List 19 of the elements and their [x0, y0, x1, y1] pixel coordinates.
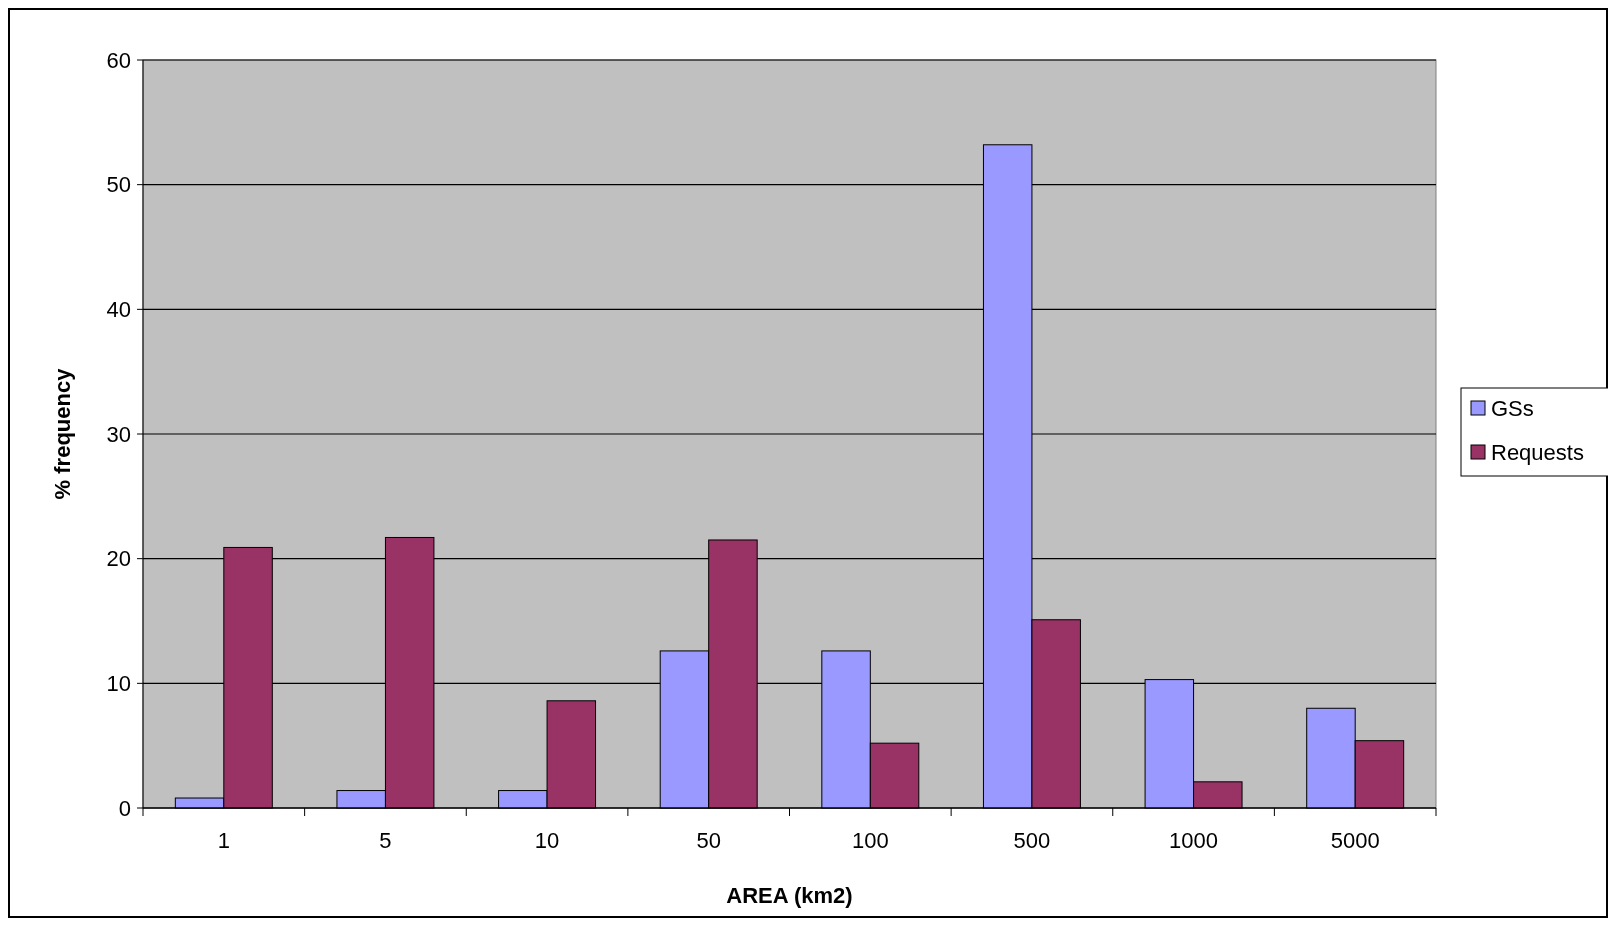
x-tick-label: 50 [696, 828, 721, 853]
y-tick-label: 30 [106, 421, 131, 447]
y-tick-label: 50 [106, 172, 131, 198]
legend-label: GSs [1491, 395, 1534, 421]
y-tick-label: 60 [106, 47, 131, 73]
x-tick-label: 1000 [1169, 828, 1219, 853]
y-tick-label: 40 [106, 297, 131, 323]
y-tick-label: 0 [118, 795, 131, 821]
x-axis-title: AREA (km2) [726, 883, 853, 908]
x-tick-label: 1 [217, 828, 230, 853]
x-tick-label: 5 [379, 828, 392, 853]
y-tick-label: 20 [106, 546, 131, 572]
y-tick-label: 10 [106, 671, 131, 697]
legend-label: Requests [1491, 439, 1584, 465]
x-tick-label: 10 [534, 828, 560, 853]
x-tick-label: 500 [1013, 828, 1051, 853]
x-tick-label: 100 [851, 828, 889, 853]
x-tick-label: 5000 [1330, 828, 1380, 853]
y-axis-title: % frequency [50, 367, 75, 500]
